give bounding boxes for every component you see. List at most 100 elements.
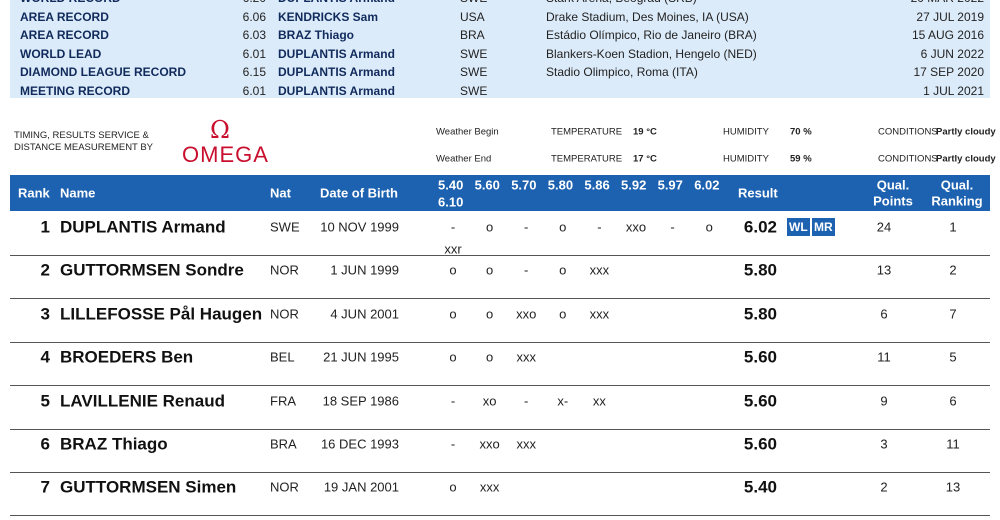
record-value: 6.20 bbox=[243, 0, 266, 4]
conditions-label: CONDITIONS bbox=[878, 153, 938, 165]
attempt: xxx bbox=[589, 306, 610, 322]
result: 5.60 bbox=[743, 434, 777, 454]
attempt: xxx bbox=[516, 436, 536, 452]
header-height: 5.97 bbox=[657, 177, 683, 193]
nat: SWE bbox=[270, 219, 300, 235]
dob: 18 SEP 1986 bbox=[322, 393, 399, 409]
record-nat: BRA bbox=[460, 28, 485, 42]
record-venue: Drake Stadium, Des Moines, IA (USA) bbox=[546, 9, 749, 24]
record-name: DUPLANTIS Armand bbox=[278, 83, 395, 98]
athlete-name: BRAZ Thiago bbox=[60, 434, 168, 454]
dob: 19 JAN 2001 bbox=[323, 479, 399, 495]
record-label: WORLD LEAD bbox=[20, 46, 102, 61]
header-height: 5.86 bbox=[584, 177, 610, 193]
record-label: MEETING RECORD bbox=[20, 83, 131, 98]
record-nat: USA bbox=[460, 9, 485, 24]
qual-ranking: 2 bbox=[949, 262, 957, 278]
rank: 7 bbox=[40, 477, 50, 497]
dob: 10 NOV 1999 bbox=[320, 219, 399, 235]
attempt: - bbox=[597, 219, 602, 235]
attempt: - bbox=[450, 393, 456, 409]
record-date: 27 JUL 2019 bbox=[916, 9, 984, 24]
dob: 21 JUN 1995 bbox=[323, 349, 399, 365]
header-ranking: Qual. Ranking bbox=[931, 177, 983, 208]
attempt: xxx bbox=[479, 479, 500, 495]
header-rank: Rank bbox=[18, 185, 50, 201]
attempt: o bbox=[485, 349, 494, 365]
record-mark: MR bbox=[812, 218, 835, 236]
record-venue: Estádio Olímpico, Rio de Janeiro (BRA) bbox=[546, 28, 757, 42]
attempt: xxo bbox=[479, 436, 500, 452]
rank: 5 bbox=[40, 391, 50, 411]
humidity-label: HUMIDITY bbox=[723, 126, 769, 138]
logo-symbol: Ω bbox=[210, 116, 230, 144]
nat: NOR bbox=[270, 479, 299, 495]
attempt: xo bbox=[482, 393, 497, 409]
qual-ranking: 1 bbox=[949, 219, 957, 235]
row-separator bbox=[10, 385, 990, 386]
attempt: o bbox=[485, 219, 494, 235]
row-separator bbox=[10, 298, 990, 299]
attempt: - bbox=[450, 436, 456, 452]
result: 6.02 bbox=[743, 217, 777, 237]
attempt: o bbox=[559, 306, 567, 322]
weather-label: Weather Begin bbox=[436, 126, 499, 138]
qual-ranking: 11 bbox=[946, 436, 960, 452]
header-result: Result bbox=[738, 185, 778, 201]
nat: BRA bbox=[270, 436, 297, 452]
qual-points: 11 bbox=[877, 349, 891, 365]
record-date: 6 JUN 2022 bbox=[920, 46, 984, 61]
athlete-name: BROEDERS Ben bbox=[60, 347, 194, 367]
humidity: 59 % bbox=[790, 153, 812, 165]
qual-points: 9 bbox=[880, 393, 888, 409]
qual-ranking: 6 bbox=[949, 393, 957, 409]
record-name: DUPLANTIS Armand bbox=[278, 65, 395, 79]
nat: NOR bbox=[270, 262, 299, 278]
header-dob: Date of Birth bbox=[320, 185, 398, 201]
attempt: xxo bbox=[516, 306, 537, 322]
record-date: 15 AUG 2016 bbox=[911, 28, 984, 42]
header-nat: Nat bbox=[270, 185, 291, 201]
record-value: 6.06 bbox=[242, 9, 266, 24]
record-venue: Stark Arena, Beograd (SRB) bbox=[546, 0, 697, 4]
attempt: o bbox=[449, 262, 457, 278]
timing-label: TIMING, RESULTS SERVICE & DISTANCE MEASU… bbox=[14, 130, 154, 153]
temperature-label: TEMPERATURE bbox=[551, 153, 623, 165]
attempt: xxo bbox=[625, 219, 647, 235]
record-date: 20 MAR 2022 bbox=[911, 0, 984, 4]
logo: OMEGA bbox=[182, 142, 269, 167]
row-separator bbox=[10, 472, 990, 473]
record-nat: SWE bbox=[460, 65, 488, 79]
record-name: DUPLANTIS Armand bbox=[278, 0, 395, 4]
attempt: o bbox=[449, 479, 457, 495]
attempt: xxr bbox=[444, 241, 462, 257]
result: 5.60 bbox=[743, 347, 777, 367]
nat: NOR bbox=[270, 306, 299, 322]
record-nat: SWE bbox=[460, 83, 488, 98]
conditions: Partly cloudy bbox=[936, 126, 996, 138]
attempt: o bbox=[705, 219, 713, 235]
temperature-label: TEMPERATURE bbox=[551, 126, 623, 138]
record-venue: Stadio Olimpico, Roma (ITA) bbox=[546, 65, 698, 79]
athlete-name: DUPLANTIS Armand bbox=[60, 217, 226, 237]
record-label: WORLD RECORD bbox=[20, 0, 121, 4]
record-label: AREA RECORD bbox=[20, 9, 109, 24]
attempt: - bbox=[450, 219, 456, 235]
rank: 2 bbox=[40, 260, 50, 280]
header-height: 6.10 bbox=[438, 194, 464, 210]
attempt: - bbox=[524, 219, 529, 235]
row-separator bbox=[10, 429, 990, 430]
header-points: Qual. Points bbox=[873, 177, 913, 208]
record-venue: Blankers-Koen Stadion, Hengelo (NED) bbox=[546, 46, 757, 61]
temperature: 17 °C bbox=[633, 153, 657, 165]
record-name: KENDRICKS Sam bbox=[278, 9, 379, 24]
record-date: 1 JUL 2021 bbox=[923, 83, 984, 98]
result: 5.80 bbox=[743, 260, 777, 280]
record-label: DIAMOND LEAGUE RECORD bbox=[20, 65, 187, 79]
dob: 16 DEC 1993 bbox=[320, 436, 399, 452]
record-mark: WL bbox=[787, 218, 810, 236]
qual-points: 3 bbox=[880, 436, 888, 452]
header-height: 5.70 bbox=[511, 177, 537, 193]
humidity: 70 % bbox=[790, 126, 812, 138]
